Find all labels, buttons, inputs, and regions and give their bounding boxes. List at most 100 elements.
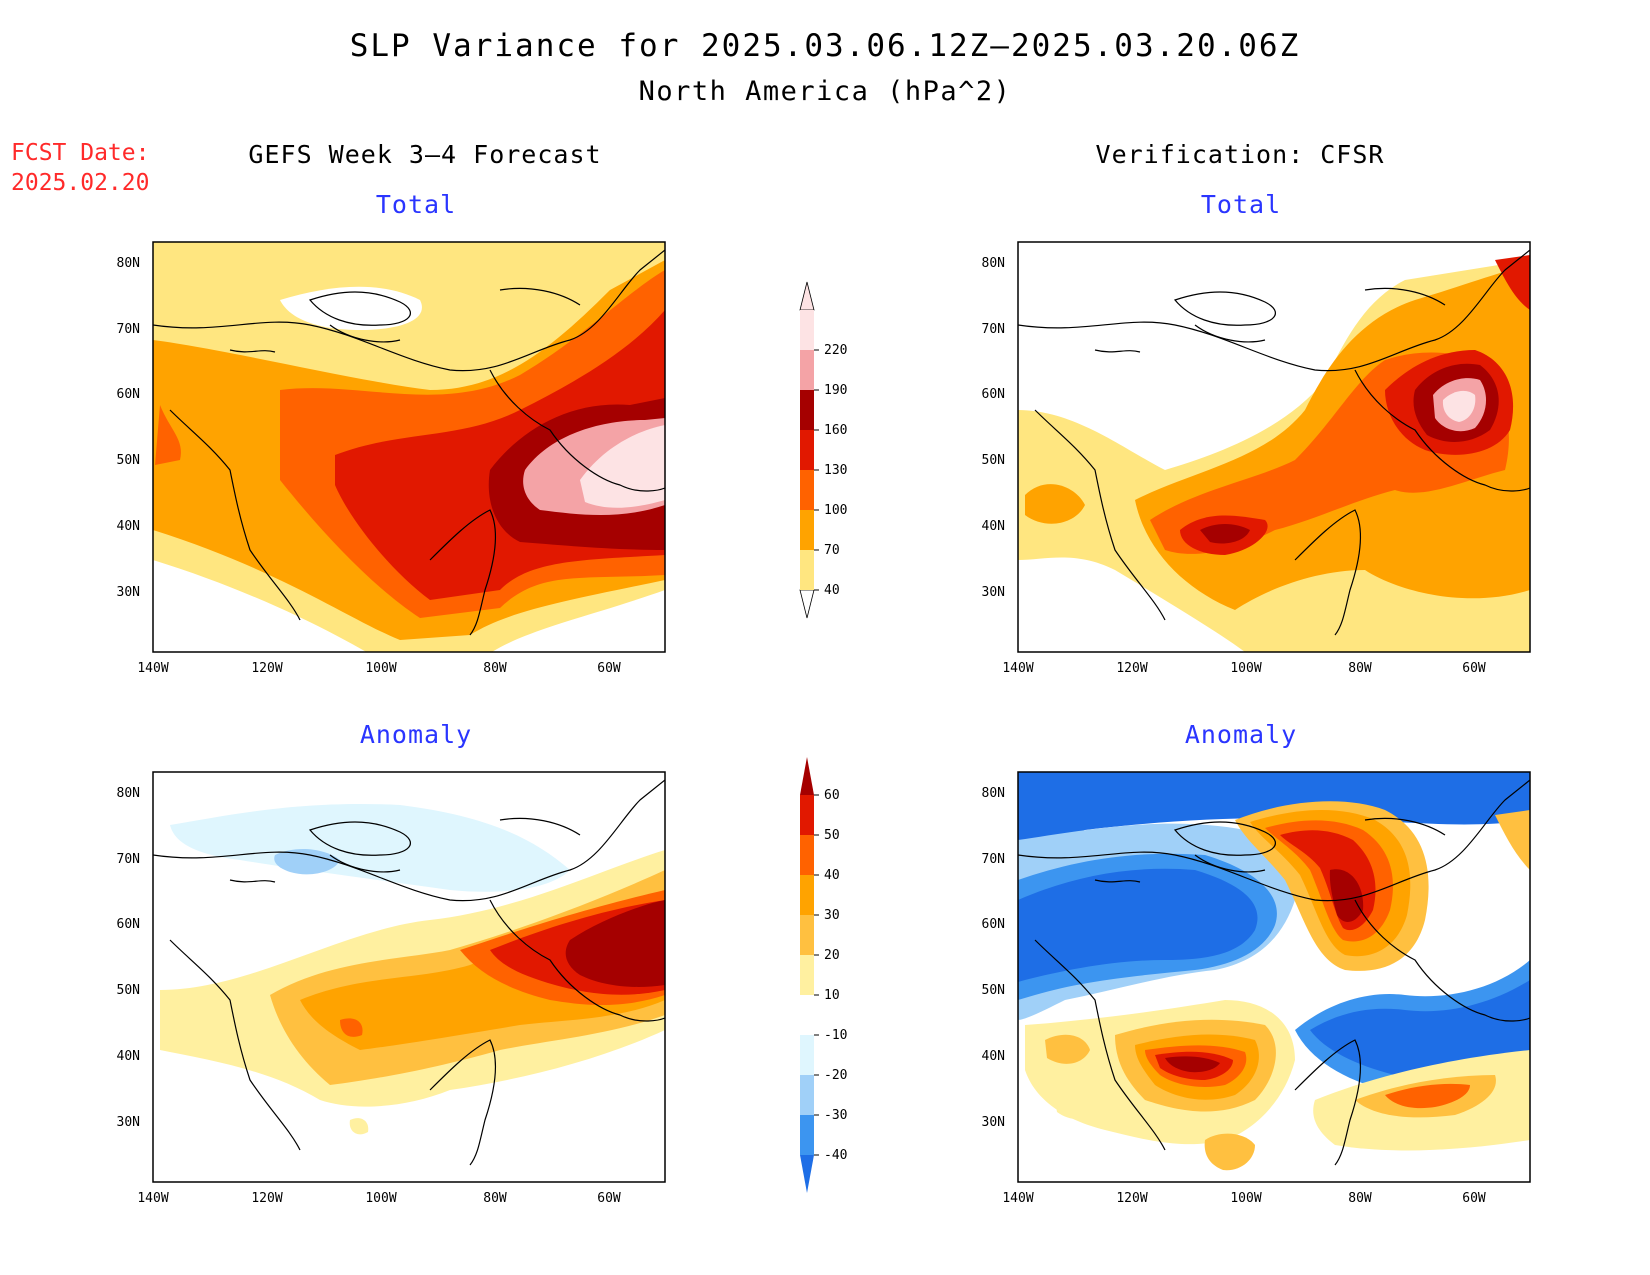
lon-label: 140W xyxy=(137,661,168,676)
cfsr-anomaly-coastlines xyxy=(1018,779,1530,1166)
cfsr-anomaly-lon-axis: 140W 120W 100W 80W 60W xyxy=(1002,1191,1486,1206)
lat-label: 80N xyxy=(982,786,1005,801)
lat-label: 30N xyxy=(982,1115,1005,1130)
colorbar-label: 70 xyxy=(824,543,840,558)
total-colorbar: 40 70 100 130 160 190 220 xyxy=(799,281,847,619)
colorbar-swatch xyxy=(800,1115,814,1155)
colorbar-top-arrow xyxy=(800,757,814,795)
gefs-total-field xyxy=(153,242,665,652)
gefs-anomaly-panel: 80N 70N 60N 50N 40N 30N 140W 120W 100W 8… xyxy=(117,771,666,1206)
colorbar-label: -20 xyxy=(824,1068,847,1083)
lat-label: 50N xyxy=(982,453,1005,468)
colorbar-swatch xyxy=(800,350,814,390)
cfsr-anomaly-panel: 80N 70N 60N 50N 40N 30N 140W 120W 100W 8… xyxy=(982,771,1531,1206)
forecast-date-value: 2025.02.20 xyxy=(11,170,150,196)
forecast-date-block: FCST Date: 2025.02.20 xyxy=(11,138,149,198)
colorbar-label: 130 xyxy=(824,463,847,478)
colorbar-label: -10 xyxy=(824,1028,847,1043)
forecast-date-label: FCST Date: xyxy=(11,140,150,166)
colorbar-label: 190 xyxy=(824,383,847,398)
cfsr-total-panel: 80N 70N 60N 50N 40N 30N 140W 120W 100W 8… xyxy=(982,241,1531,676)
lon-label: 120W xyxy=(1116,1191,1147,1206)
lon-label: 140W xyxy=(1002,661,1033,676)
lat-label: 70N xyxy=(117,322,140,337)
lat-label: 50N xyxy=(117,983,140,998)
colorbar-label: 40 xyxy=(824,583,840,598)
colorbar-swatch xyxy=(800,875,814,915)
colorbar-swatch xyxy=(800,995,814,1035)
colorbar-swatch xyxy=(800,550,814,590)
colorbar-swatch xyxy=(800,835,814,875)
cfsr-total-field xyxy=(1018,242,1530,652)
lat-label: 50N xyxy=(117,453,140,468)
lat-label: 70N xyxy=(117,852,140,867)
colorbar-label: 220 xyxy=(824,343,847,358)
gefs-anomaly-field xyxy=(153,772,665,1182)
lat-label: 40N xyxy=(982,519,1005,534)
colorbar-label: -30 xyxy=(824,1108,847,1123)
cfsr-anomaly-title: Anomaly xyxy=(1184,720,1298,749)
gefs-anomaly-coastlines xyxy=(153,779,665,1166)
lat-label: 30N xyxy=(117,1115,140,1130)
lon-label: 60W xyxy=(597,1191,621,1206)
cfsr-total-coastlines xyxy=(1018,249,1530,636)
cfsr-anomaly-field xyxy=(1018,772,1530,1182)
gefs-anomaly-lat-axis: 80N 70N 60N 50N 40N 30N xyxy=(117,786,140,1130)
colorbar-swatch xyxy=(800,915,814,955)
lon-label: 140W xyxy=(1002,1191,1033,1206)
colorbar-label: 60 xyxy=(824,788,840,803)
colorbar-label: 30 xyxy=(824,908,840,923)
gefs-anomaly-title: Anomaly xyxy=(359,720,473,749)
lon-label: 60W xyxy=(1462,1191,1486,1206)
lat-label: 60N xyxy=(982,387,1005,402)
lon-label: 120W xyxy=(1116,661,1147,676)
lon-label: 100W xyxy=(1230,661,1261,676)
colorbar-label: -40 xyxy=(824,1148,847,1163)
lat-label: 30N xyxy=(982,585,1005,600)
colorbar-swatch xyxy=(800,310,814,350)
lon-label: 100W xyxy=(1230,1191,1261,1206)
colorbar-swatch xyxy=(800,430,814,470)
lon-label: 120W xyxy=(251,661,282,676)
colorbar-label: 40 xyxy=(824,868,840,883)
colorbar-swatch xyxy=(800,1035,814,1075)
colorbar-label: 100 xyxy=(824,503,847,518)
lon-label: 100W xyxy=(365,1191,396,1206)
lon-label: 80W xyxy=(483,1191,507,1206)
cfsr-total-lat-axis: 80N 70N 60N 50N 40N 30N xyxy=(982,256,1005,600)
lon-label: 80W xyxy=(483,661,507,676)
colorbar-bottom-arrow xyxy=(799,589,815,619)
cfsr-total-lon-axis: 140W 120W 100W 80W 60W xyxy=(1002,661,1486,676)
colorbar-swatch xyxy=(800,1075,814,1115)
lat-label: 80N xyxy=(982,256,1005,271)
lat-label: 40N xyxy=(117,519,140,534)
lat-label: 50N xyxy=(982,983,1005,998)
lon-label: 120W xyxy=(251,1191,282,1206)
lat-label: 60N xyxy=(117,387,140,402)
lon-label: 140W xyxy=(137,1191,168,1206)
colorbar-bottom-arrow xyxy=(800,1155,814,1193)
cfsr-anomaly-lat-axis: 80N 70N 60N 50N 40N 30N xyxy=(982,786,1005,1130)
anomaly-colorbar: -40 -30 -20 -10 10 20 30 40 50 60 xyxy=(800,757,847,1193)
colorbar-label: 160 xyxy=(824,423,847,438)
gefs-total-title: Total xyxy=(375,190,457,219)
colorbar-swatch xyxy=(800,470,814,510)
lon-label: 80W xyxy=(1348,1191,1372,1206)
colorbar-label: 20 xyxy=(824,948,840,963)
gefs-total-panel: 80N 70N 60N 50N 40N 30N 140W 120W 100W 8… xyxy=(117,241,666,676)
gefs-total-lat-axis: 80N 70N 60N 50N 40N 30N xyxy=(117,256,140,600)
lat-label: 70N xyxy=(982,852,1005,867)
gefs-anomaly-lon-axis: 140W 120W 100W 80W 60W xyxy=(137,1191,621,1206)
lat-label: 40N xyxy=(982,1049,1005,1064)
lon-label: 100W xyxy=(365,661,396,676)
colorbar-top-arrow xyxy=(799,281,815,311)
gefs-total-lon-axis: 140W 120W 100W 80W 60W xyxy=(137,661,621,676)
main-title: SLP Variance for 2025.03.06.12Z–2025.03.… xyxy=(349,28,1301,64)
lat-label: 60N xyxy=(117,917,140,932)
main-subtitle: North America (hPa^2) xyxy=(638,76,1012,107)
lon-label: 80W xyxy=(1348,661,1372,676)
lat-label: 60N xyxy=(982,917,1005,932)
colorbar-swatch xyxy=(800,955,814,995)
lat-label: 80N xyxy=(117,256,140,271)
colorbar-swatch xyxy=(800,510,814,550)
